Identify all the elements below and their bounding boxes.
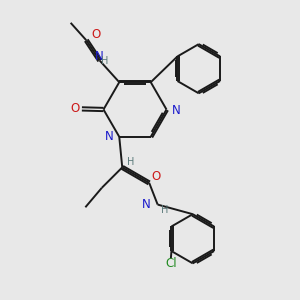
Text: N: N [95, 50, 104, 63]
Text: Cl: Cl [165, 257, 177, 270]
Text: N: N [172, 104, 181, 118]
Text: H: H [101, 56, 109, 66]
Text: N: N [105, 130, 114, 143]
Text: N: N [142, 198, 151, 211]
Text: O: O [151, 170, 160, 184]
Text: H: H [127, 157, 134, 167]
Text: O: O [91, 28, 101, 41]
Text: O: O [71, 102, 80, 116]
Text: H: H [161, 205, 169, 215]
